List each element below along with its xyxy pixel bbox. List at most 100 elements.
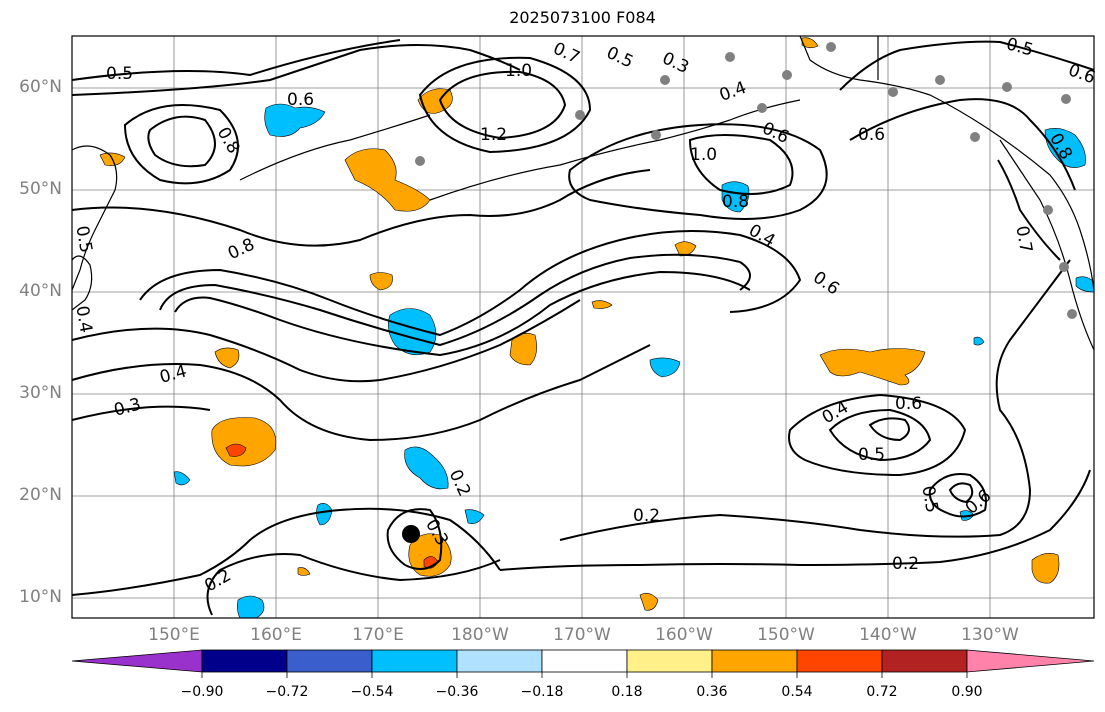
colorbar-bin xyxy=(626,649,713,673)
contour-label: 0.8 xyxy=(213,124,244,157)
station-dot xyxy=(651,130,661,140)
coast-aleutian-chain xyxy=(239,114,431,181)
blob-orange xyxy=(214,347,240,369)
lon-label: 180°W xyxy=(451,625,509,645)
lon-label: 150°E xyxy=(148,625,200,645)
graticule xyxy=(72,36,1094,618)
colorbar-tick-label: −0.54 xyxy=(350,684,394,700)
contour-label: 1.0 xyxy=(690,145,717,165)
station-dots xyxy=(415,42,1077,319)
contour-label: 0.5 xyxy=(917,484,941,514)
contour-label: 0.5 xyxy=(106,64,133,84)
station-dot xyxy=(888,87,898,97)
colorbar-tick-label: −0.36 xyxy=(435,684,479,700)
contour-label: 0.6 xyxy=(809,268,843,300)
coast-alaska xyxy=(799,35,1095,291)
station-dot xyxy=(1043,205,1053,215)
colorbar-bin xyxy=(711,649,798,673)
lat-label: 40°N xyxy=(19,281,62,301)
station-dot xyxy=(660,75,670,85)
lat-label: 60°N xyxy=(19,77,62,97)
colorbar-tick-label: −0.90 xyxy=(180,684,224,700)
contour-label: 0.4 xyxy=(158,361,189,387)
contour-label: 0.6 xyxy=(759,118,792,148)
contour-label: 0.5 xyxy=(1004,34,1035,60)
blob-cyan xyxy=(237,595,265,619)
contour-line xyxy=(71,169,651,247)
contour-line xyxy=(71,507,501,596)
station-dot xyxy=(415,156,425,166)
blob-cyan xyxy=(1075,276,1095,293)
contour-line xyxy=(147,115,216,168)
lon-label: 170°W xyxy=(553,625,611,645)
colorbar-bin xyxy=(371,649,458,673)
contour-line xyxy=(499,469,1091,571)
station-dot xyxy=(575,110,585,120)
contour-line xyxy=(438,70,567,140)
contour-line xyxy=(71,44,521,96)
blob-orange xyxy=(369,272,393,291)
coast-hokkaido xyxy=(71,255,93,311)
colorbar-tick-label: 0.90 xyxy=(951,684,983,700)
colorbar-tick-label: 0.72 xyxy=(866,684,898,700)
station-dot xyxy=(1067,309,1077,319)
colorbar-bin xyxy=(456,649,543,673)
contour-line xyxy=(788,393,967,477)
contour-label: 0.4 xyxy=(71,304,95,334)
contour-label: 0.5 xyxy=(71,224,95,254)
contour-line xyxy=(997,159,1061,261)
colorbar-bin xyxy=(796,649,883,673)
station-dot xyxy=(935,75,945,85)
lon-label: 130°W xyxy=(961,625,1019,645)
blob-cyan xyxy=(388,308,437,356)
contour-line xyxy=(139,230,802,337)
colorbar-extend-low xyxy=(71,649,203,673)
contour-line xyxy=(71,299,581,383)
colorbar-tick-label: 0.18 xyxy=(611,684,643,700)
lat-label: 30°N xyxy=(19,383,62,403)
contour-line xyxy=(418,56,592,154)
contour-label: 0.5 xyxy=(858,445,885,465)
blob-orange xyxy=(1031,553,1060,584)
blob-cyan xyxy=(1044,128,1086,168)
colorbar-tick-label: 0.36 xyxy=(696,684,728,700)
contour-label: 0.4 xyxy=(745,220,778,251)
contour-line xyxy=(71,405,211,421)
contour-label: 0.2 xyxy=(633,506,660,526)
map-title: 2025073100 F084 xyxy=(509,8,656,27)
contour-line xyxy=(123,104,239,185)
contour-line xyxy=(928,473,987,518)
contour-line xyxy=(568,123,828,220)
colorbar xyxy=(71,649,1095,678)
blob-cyan xyxy=(316,503,333,526)
contour-line xyxy=(559,259,1071,541)
contour-label: 1.2 xyxy=(480,125,507,145)
contour-label: 0.6 xyxy=(858,125,885,145)
shaded-field xyxy=(99,37,1095,619)
colorbar-bin xyxy=(286,649,373,673)
contour-line xyxy=(688,134,794,195)
blob-cyan xyxy=(404,446,449,490)
storm-center-marker xyxy=(402,525,420,543)
blob-orange xyxy=(344,148,431,212)
lon-label: 140°W xyxy=(859,625,917,645)
contour-line xyxy=(206,553,501,616)
contour-label: 0.6 xyxy=(895,394,922,414)
station-dot xyxy=(757,103,767,113)
station-dot xyxy=(725,52,735,62)
contour-label: 0.4 xyxy=(819,397,852,428)
contour-label: 0.3 xyxy=(112,394,143,420)
plot-frame xyxy=(71,35,1095,619)
contour-line xyxy=(839,40,1095,91)
contour-label: 0.6 xyxy=(287,90,314,110)
station-dot xyxy=(970,132,980,142)
blob-orange xyxy=(639,593,659,611)
contour-label: 0.5 xyxy=(603,43,636,73)
contour-line xyxy=(948,482,974,504)
lat-label: 50°N xyxy=(19,179,62,199)
contour-line xyxy=(71,39,401,81)
colorbar-tick-label: 0.54 xyxy=(781,684,813,700)
station-dot xyxy=(782,70,792,80)
contour-line xyxy=(849,98,1076,191)
